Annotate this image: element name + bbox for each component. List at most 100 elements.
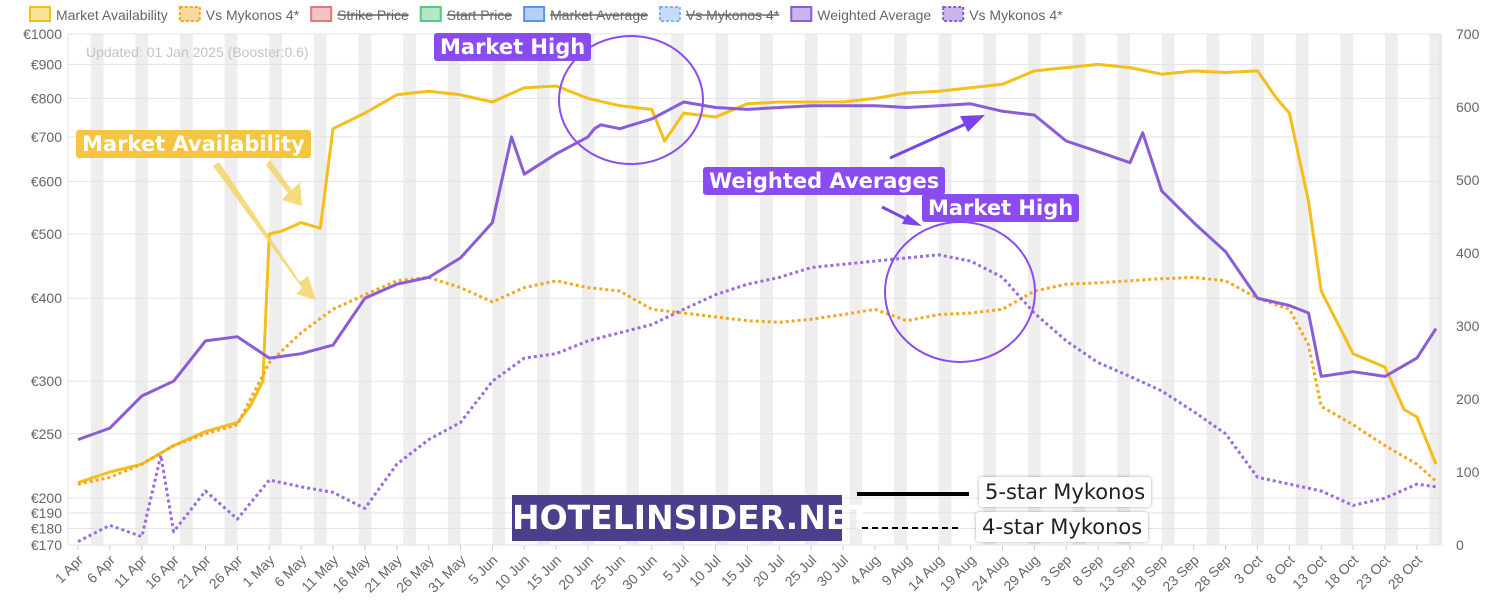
weekend-band — [269, 34, 283, 545]
annotation-market-high-1: Market High — [434, 33, 592, 61]
y-left-tick: €300 — [31, 373, 62, 389]
x-tick-label: 20 Jul — [750, 552, 788, 590]
market-high-arrowhead — [902, 214, 922, 226]
legend-swatch — [790, 6, 813, 22]
legend-swatch — [29, 6, 51, 22]
weekend-band — [1384, 34, 1398, 545]
annotation-market-availability: Market Availability — [76, 130, 311, 158]
weekend-band — [938, 34, 952, 545]
brand-watermark: HOTELINSIDER.NET — [512, 495, 871, 541]
weighted-averages-arrow — [889, 120, 971, 160]
updated-note: Updated: 01 Jan 2025 (Booster:0.6) — [86, 44, 309, 60]
market-availability-arrow-1 — [266, 160, 302, 206]
x-tick-label: 10 Jun — [491, 552, 532, 593]
x-tick-label: 4 Aug — [846, 552, 883, 589]
x-tick-label: 10 Jul — [686, 552, 724, 590]
legend-item-7[interactable]: Vs Mykonos 4* — [942, 6, 1063, 23]
y-left-tick: €700 — [31, 129, 62, 145]
x-tick-label: 1 May — [239, 552, 277, 590]
x-tick-label: 13 Oct — [1289, 552, 1330, 593]
weekend-band — [1429, 34, 1443, 545]
x-tick-label: 11 Apr — [111, 552, 150, 591]
weekend-band — [135, 34, 149, 545]
weekend-band — [537, 34, 550, 545]
weighted-averages-arrowhead — [960, 115, 985, 132]
weekend-band — [670, 34, 684, 545]
weekend-band — [90, 34, 104, 545]
y-left-tick: €400 — [31, 290, 62, 306]
x-tick-label: 30 Jul — [813, 552, 851, 590]
weekend-band — [1072, 34, 1086, 545]
x-tick-label: 15 Jul — [718, 552, 756, 590]
series-line-0 — [77, 62, 1438, 485]
legend-swatch — [178, 6, 201, 22]
annotation-market-high-2: Market High — [922, 194, 1080, 222]
y-right-tick: 300 — [1456, 318, 1480, 334]
weekend-band — [626, 34, 640, 545]
x-tick-label: 3 Sep — [1037, 552, 1074, 589]
legend-item-1[interactable]: Vs Mykonos 4* — [178, 6, 300, 23]
weekend-band — [760, 34, 773, 545]
legend-item-2[interactable]: Strike Price — [310, 6, 409, 23]
x-tick-label: 16 Apr — [142, 552, 182, 592]
x-tick-label: 21 Apr — [174, 552, 214, 592]
x-tick-label: 28 Oct — [1385, 552, 1426, 593]
key-five-star: 5-star Mykonos — [979, 477, 1152, 507]
annotation-weighted-averages: Weighted Averages — [703, 167, 946, 195]
weekend-band — [492, 34, 506, 545]
weekend-band — [1251, 34, 1264, 545]
series-line-2 — [77, 100, 1438, 442]
legend-item-3[interactable]: Start Price — [419, 6, 513, 23]
y-left-tick: €900 — [31, 56, 62, 72]
x-tick-label: 25 Jul — [782, 552, 820, 590]
weekend-band — [224, 34, 238, 545]
weekend-band — [1161, 34, 1175, 545]
y-left-tick: €600 — [31, 173, 62, 189]
x-tick-label: 20 Jun — [555, 552, 596, 593]
legend-label: Vs Mykonos 4* — [206, 7, 300, 23]
weekend-band — [1117, 34, 1130, 545]
weekend-band — [715, 34, 729, 545]
weekend-band — [313, 34, 327, 545]
weekend-band — [581, 34, 595, 545]
weekend-bands — [90, 34, 1443, 545]
weekend-band — [849, 34, 863, 545]
y-right-tick: 500 — [1456, 172, 1480, 188]
weekend-band — [894, 34, 907, 545]
x-tick-label: 30 Jun — [619, 552, 660, 593]
y-left-tick: €250 — [31, 426, 62, 442]
y-left-tick: €170 — [31, 537, 62, 553]
legend-item-5[interactable]: Vs Mykonos 4* — [658, 6, 780, 23]
y-left-tick: €800 — [31, 90, 62, 106]
x-tick-label: 26 Apr — [206, 552, 246, 592]
y-left-tick: €500 — [31, 226, 62, 242]
weekend-band — [1340, 34, 1354, 545]
y-right-tick: 700 — [1456, 26, 1480, 42]
legend-swatch — [942, 6, 965, 22]
weekend-band — [1206, 34, 1220, 545]
legend-swatch — [658, 6, 681, 22]
y-axis-right: 0 100 200 300 400 500 600 700 — [1456, 26, 1480, 553]
annotation-overlay — [213, 35, 1036, 363]
y-left-tick: €1000 — [23, 26, 62, 42]
legend-item-4[interactable]: Market Average — [523, 6, 648, 23]
weekend-band — [447, 34, 461, 545]
market-availability-arrow-2 — [213, 162, 316, 300]
y-right-tick: 200 — [1456, 391, 1480, 407]
series-line-3 — [77, 253, 1437, 543]
legend[interactable]: Market Availability Vs Mykonos 4* Strike P… — [29, 6, 1063, 23]
x-tick-label: 18 Oct — [1321, 552, 1362, 593]
legend-label: Market Availability — [56, 7, 168, 23]
legend-item-6[interactable]: Weighted Average — [790, 6, 931, 23]
y-right-tick: 400 — [1456, 245, 1480, 261]
market-high-circle-2 — [884, 221, 1036, 363]
weekend-band — [358, 34, 372, 545]
legend-item-0[interactable]: Market Availability — [29, 6, 168, 23]
x-tick-label: 28 Sep — [1191, 552, 1234, 595]
x-tick-label: 3 Oct — [1231, 552, 1266, 587]
legend-swatch — [523, 6, 546, 22]
key-four-star-label: 4-star Mykonos — [976, 512, 1149, 542]
legend-label: Vs Mykonos 4* — [969, 7, 1063, 23]
y-left-tick: €180 — [31, 521, 62, 537]
